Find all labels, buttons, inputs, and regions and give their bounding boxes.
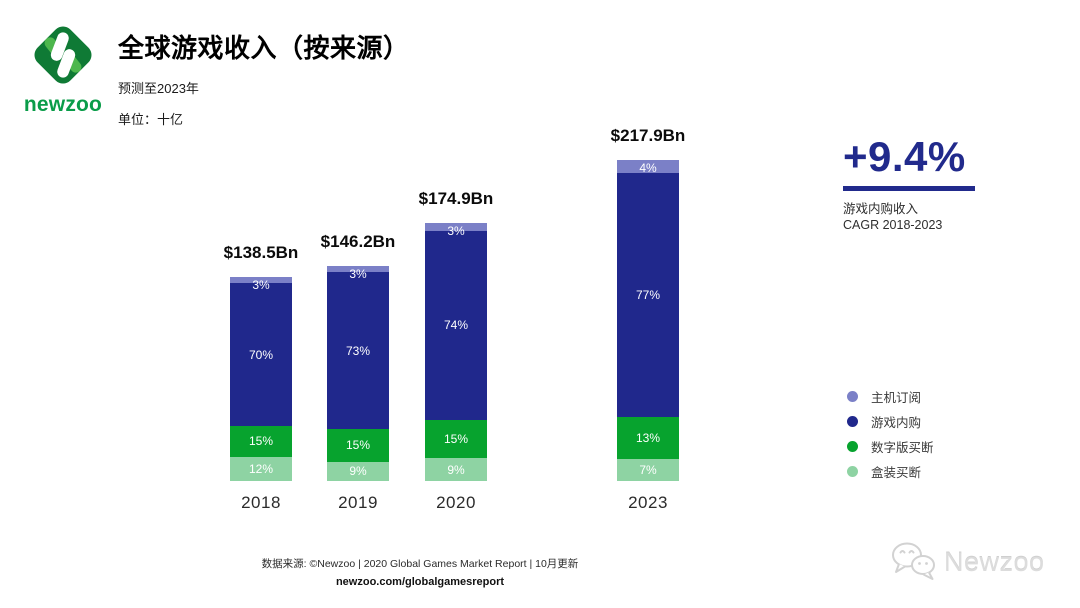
segment-label-in-game-purchases-2018: 70% [248, 347, 274, 362]
footer: 数据来源: ©Newzoo | 2020 Global Games Market… [120, 556, 720, 588]
segment-console-subscription-2019: 3% [327, 265, 389, 281]
segment-label-console-subscription-2018: 3% [252, 278, 270, 292]
segment-console-subscription-2018: 3% [230, 277, 292, 292]
wechat-watermark: Newzoo [890, 541, 1045, 583]
segment-in-game-purchases-2020: 74% [425, 231, 487, 420]
segment-label-console-subscription-2019: 3% [349, 266, 367, 281]
segment-in-game-purchases-2018: 70% [230, 283, 292, 426]
segment-label-boxed-full-game-2018: 12% [248, 461, 274, 476]
segment-label-boxed-full-game-2020: 9% [447, 462, 465, 477]
segment-label-in-game-purchases-2019: 73% [345, 343, 371, 358]
wechat-icon [892, 542, 935, 580]
segment-digital-full-game-2019: 15% [327, 429, 389, 462]
segment-in-game-purchases-2023: 77% [617, 172, 679, 418]
segment-boxed-full-game-2018: 12% [230, 456, 292, 481]
segment-label-console-subscription-2023: 4% [639, 161, 657, 176]
legend-dot-boxed-full-game [847, 465, 858, 477]
segment-label-in-game-purchases-2023: 77% [635, 288, 661, 303]
legend-dot-console-subscription [847, 390, 858, 402]
segment-console-subscription-2020: 3% [425, 223, 487, 238]
cagr-underline [843, 186, 975, 191]
segment-label-digital-full-game-2019: 15% [345, 438, 371, 453]
segment-boxed-full-game-2019: 9% [327, 461, 389, 481]
page-title: 全球游戏收入（按来源） [118, 33, 410, 63]
cagr-caption-line2: CAGR 2018-2023 [843, 218, 943, 232]
legend-item-in-game-purchases: 游戏内购 [847, 415, 934, 430]
bar-total-2018: $138.5Bn [223, 243, 299, 262]
year-label-2020: 2020 [436, 492, 476, 512]
cagr-value: +9.4% [843, 133, 966, 180]
segment-console-subscription-2023: 4% [617, 160, 679, 176]
legend-label-console-subscription: 主机订阅 [871, 390, 922, 405]
segment-label-digital-full-game-2020: 15% [443, 431, 469, 446]
legend-item-console-subscription: 主机订阅 [847, 390, 934, 405]
segment-label-digital-full-game-2023: 13% [635, 431, 661, 446]
bar-2019: $146.2Bn 3% 73% 15% 9% 2019 [321, 232, 396, 512]
legend-item-digital-full-game: 数字版买断 [847, 440, 934, 455]
cagr-caption-line1: 游戏内购收入 [843, 202, 919, 216]
bar-total-2023: $217.9Bn [610, 126, 686, 146]
legend-dot-in-game-purchases [847, 415, 858, 427]
legend-dot-digital-full-game [847, 440, 858, 452]
segment-boxed-full-game-2023: 7% [617, 458, 679, 481]
bar-2018: $138.5Bn 3% 70% 15% 12% 2018 [224, 243, 299, 512]
unit-label: 单位：十亿 [118, 112, 184, 127]
page-subtitle: 预测至2023年 [118, 81, 199, 96]
year-label-2023: 2023 [628, 492, 668, 512]
segment-label-boxed-full-game-2023: 7% [639, 462, 657, 477]
report-url-text: newzoo.com/globalgamesreport [335, 576, 505, 588]
newzoo-diamond-icon [34, 26, 92, 84]
chart-legend: 主机订阅游戏内购数字版买断盒装买断 [847, 390, 934, 490]
segment-digital-full-game-2023: 13% [617, 417, 679, 459]
segment-boxed-full-game-2020: 9% [425, 458, 487, 481]
logo-wordmark: newzoo [23, 93, 103, 116]
bar-total-2019: $146.2Bn [320, 231, 396, 251]
watermark-text: Newzoo [944, 546, 1045, 577]
title-block: 全球游戏收入（按来源） 预测至2023年 单位：十亿 [118, 28, 410, 128]
segment-in-game-purchases-2019: 73% [327, 272, 389, 430]
bar-2020: $174.9Bn 3% 74% 15% 9% 2020 [419, 189, 494, 512]
bar-2023: $217.9Bn 4% 77% 13% 7% 2023 [611, 126, 686, 512]
legend-label-in-game-purchases: 游戏内购 [871, 415, 922, 430]
data-source-text: 数据来源: ©Newzoo | 2020 Global Games Market… [261, 558, 579, 570]
legend-label-boxed-full-game: 盒装买断 [871, 465, 922, 480]
segment-digital-full-game-2018: 15% [230, 425, 292, 457]
segment-label-boxed-full-game-2019: 9% [349, 464, 367, 479]
year-label-2018: 2018 [241, 493, 281, 512]
segment-digital-full-game-2020: 15% [425, 419, 487, 459]
legend-item-boxed-full-game: 盒装买断 [847, 465, 934, 480]
legend-label-digital-full-game: 数字版买断 [871, 440, 934, 455]
cagr-callout: +9.4% 游戏内购收入 CAGR 2018-2023 [843, 133, 975, 233]
newzoo-logo: newzoo [20, 18, 106, 117]
bar-total-2020: $174.9Bn [418, 189, 494, 209]
segment-label-in-game-purchases-2020: 74% [443, 318, 469, 333]
year-label-2019: 2019 [338, 492, 378, 512]
segment-label-console-subscription-2020: 3% [447, 224, 465, 239]
segment-label-digital-full-game-2018: 15% [248, 434, 274, 449]
